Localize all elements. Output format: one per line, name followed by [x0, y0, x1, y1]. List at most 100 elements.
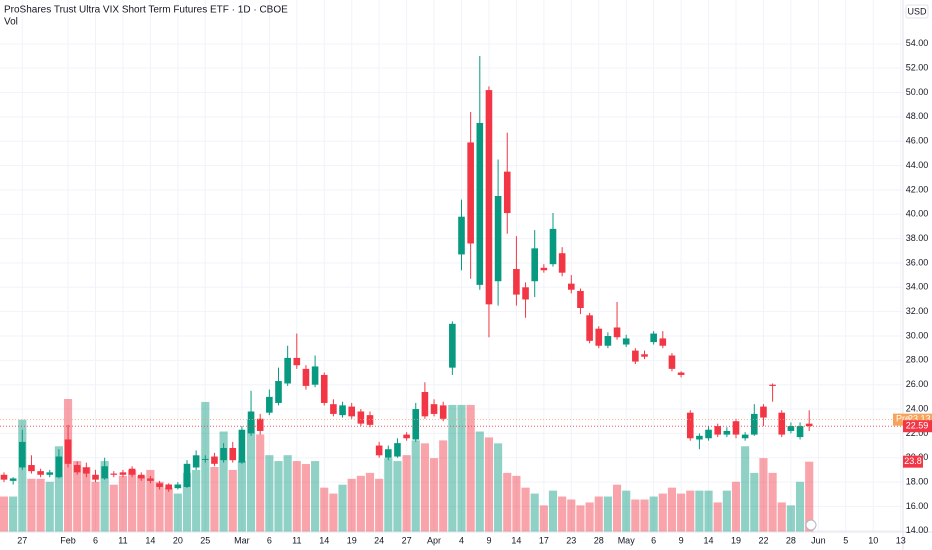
volume-bar — [722, 490, 731, 532]
candle-body — [769, 384, 776, 386]
volume-bar — [128, 469, 137, 532]
volume-bar — [155, 481, 164, 532]
x-tick-label: 4 — [459, 535, 464, 545]
volume-bar — [805, 461, 814, 532]
volume-bar — [91, 481, 100, 532]
volume-bar — [274, 461, 283, 532]
candle-body — [522, 287, 529, 300]
candle-body — [46, 472, 54, 475]
y-tick-label: 52.00 — [906, 63, 929, 73]
y-tick-label: 54.00 — [906, 38, 929, 48]
candle-body — [348, 406, 355, 417]
candle-body — [385, 449, 392, 458]
candle-body — [128, 468, 136, 475]
y-tick-label: 14.00 — [906, 525, 929, 535]
currency: USD — [907, 6, 927, 16]
y-tick-label: 24.00 — [906, 403, 929, 413]
volume-bar — [36, 478, 45, 532]
premarket-tag: Pre — [896, 414, 910, 424]
x-tick-label: 14 — [704, 535, 714, 545]
volume-bar — [338, 484, 347, 532]
candle-body — [375, 445, 383, 456]
volume-bar — [768, 472, 777, 532]
candle-body — [211, 456, 218, 464]
volume-bar — [686, 490, 695, 532]
volume-bar — [283, 455, 292, 532]
volume-bar — [311, 461, 320, 532]
x-tick-label: 24 — [374, 535, 384, 545]
candle-body — [37, 471, 44, 475]
y-tick-label: 32.00 — [906, 306, 929, 316]
volume-label: Vol — [4, 17, 18, 28]
volume-bar — [786, 505, 795, 532]
x-tick-label: 14 — [511, 535, 521, 545]
x-tick-label: Feb — [60, 535, 76, 545]
volume-bar — [466, 404, 475, 532]
x-tick-label: 14 — [145, 535, 155, 545]
y-tick-label: 36.00 — [906, 257, 929, 267]
candle-body — [147, 478, 154, 481]
candle-body — [513, 269, 520, 295]
candle-body — [577, 290, 584, 308]
candle-body — [92, 474, 99, 480]
candle-body — [266, 396, 273, 413]
volume-bar — [539, 505, 548, 532]
candle-body — [659, 338, 667, 346]
candle-body — [485, 90, 493, 305]
volume-bar — [494, 443, 503, 532]
x-tick-label: 10 — [868, 535, 878, 545]
x-tick-label: 20 — [173, 535, 183, 545]
candle-body — [787, 426, 795, 431]
y-tick-label: 50.00 — [906, 87, 929, 97]
x-tick-label: Jun — [811, 535, 826, 545]
x-tick-label: 19 — [347, 535, 357, 545]
x-tick-label: 6 — [93, 535, 98, 545]
x-tick-label: Apr — [427, 535, 441, 545]
volume-bar — [741, 446, 750, 532]
volume-bar — [173, 493, 182, 532]
candle-body — [238, 429, 246, 463]
candle-body — [778, 412, 786, 435]
volume-bar — [237, 461, 246, 532]
x-tick-label: 5 — [843, 535, 848, 545]
volume-bar — [503, 472, 512, 532]
volume-bar — [9, 496, 18, 532]
volume-bar — [164, 487, 173, 532]
axes: 14.0016.0018.0020.0022.0024.0026.0028.00… — [0, 38, 932, 545]
x-tick-label: 28 — [786, 535, 796, 545]
y-tick-label: 34.00 — [906, 282, 929, 292]
volume-bar — [402, 455, 411, 532]
volume-bar — [82, 466, 91, 532]
x-tick-label: 19 — [731, 535, 741, 545]
candle-body — [119, 472, 127, 475]
candle-body — [311, 366, 319, 385]
candle-body — [549, 228, 557, 265]
x-tick-label: 9 — [679, 535, 684, 545]
volume-bar — [265, 455, 274, 532]
candle-body — [686, 412, 694, 439]
candle-body — [275, 381, 282, 403]
candle-body — [558, 253, 566, 273]
candle-body — [220, 448, 227, 461]
candle-body — [101, 466, 108, 479]
volume-bar — [777, 502, 786, 532]
volume-bar — [759, 458, 768, 532]
candle-body — [28, 465, 35, 472]
volume-bar — [329, 493, 338, 532]
candle-body — [64, 439, 72, 464]
volume-bar — [256, 434, 265, 532]
last-price-label: 22.59 — [906, 421, 929, 431]
event-icon[interactable] — [805, 519, 817, 531]
volume-bar — [439, 440, 448, 532]
y-tick-label: 30.00 — [906, 330, 929, 340]
volume-badge — [903, 455, 923, 468]
volume-bar — [677, 493, 686, 532]
volume-bar — [658, 493, 667, 532]
candle-body — [449, 323, 456, 368]
candle-body — [403, 434, 410, 439]
x-tick-label: Mar — [234, 535, 250, 545]
candle-body — [19, 441, 26, 468]
x-tick-label: 9 — [486, 535, 491, 545]
volume-bar — [246, 419, 256, 532]
candle-body — [613, 327, 621, 338]
